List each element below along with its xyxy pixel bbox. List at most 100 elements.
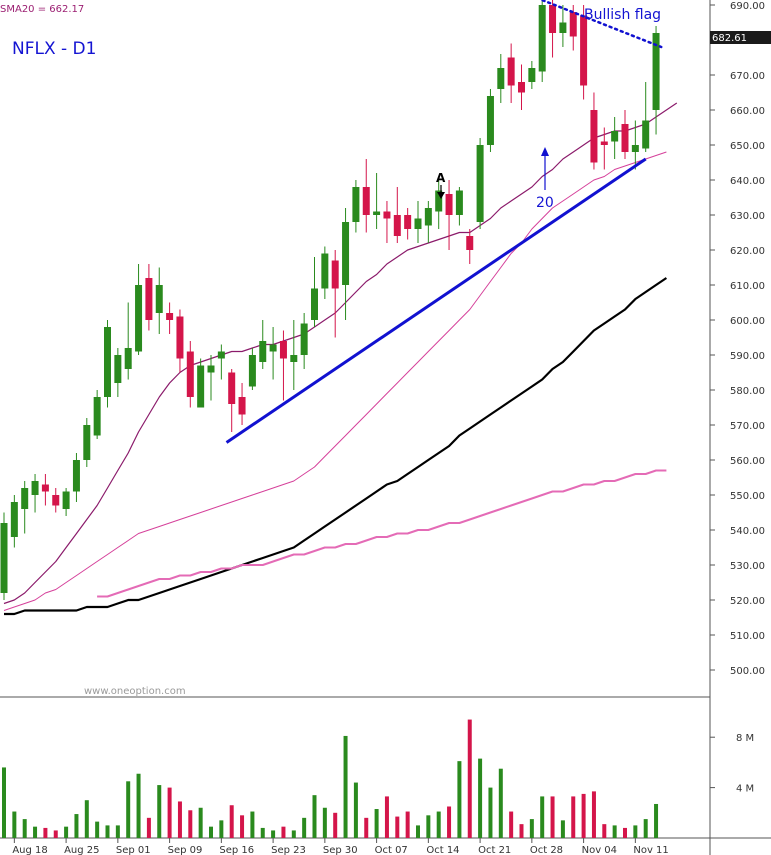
volume-bar [509, 811, 514, 838]
candle-body [559, 22, 567, 33]
volume-bar [64, 826, 69, 838]
x-tick-label: Aug 25 [64, 845, 99, 855]
x-tick-label: Aug 18 [12, 845, 47, 855]
moving-average-lines [3, 102, 678, 616]
candle-body [269, 344, 277, 352]
volume-bar [612, 825, 617, 838]
volume-bar [560, 820, 565, 838]
volume-bar [105, 825, 110, 838]
volume-bar [333, 812, 338, 838]
volume-bar [633, 825, 638, 838]
candle-body [145, 278, 153, 320]
volume-axis-ticks: 8 M 4 M [710, 733, 754, 795]
candle-body [197, 365, 205, 408]
volume-bar [571, 796, 576, 838]
candle-body [248, 355, 256, 387]
x-tick-label: Oct 07 [375, 845, 408, 855]
volume-bar [136, 773, 141, 838]
candle-body [414, 218, 422, 229]
candle-body [445, 194, 453, 215]
y-tick-label: 640.00 [730, 176, 765, 187]
candle-body [83, 425, 91, 460]
last-price-label: 682.61 [712, 33, 747, 44]
volume-tick-label: 8 M [736, 733, 754, 744]
volume-bar [478, 758, 483, 838]
volume-bar [22, 819, 27, 838]
candle-body [507, 57, 515, 86]
watermark: www.oneoption.com [84, 686, 186, 697]
twenty-arrow-head [541, 147, 549, 156]
volume-bars [2, 719, 659, 838]
volume-bar [12, 811, 17, 838]
volume-bar [291, 830, 296, 838]
bullish-flag-label: Bullish flag [584, 7, 661, 23]
candle-body [342, 222, 350, 285]
volume-bar [550, 796, 555, 838]
candle-body [569, 12, 577, 37]
volume-bar [115, 825, 120, 838]
candle-body [600, 141, 608, 145]
volume-bar [322, 807, 327, 838]
candle-body [155, 285, 163, 313]
volume-bar [271, 830, 276, 838]
volume-bar [426, 815, 431, 838]
candle-body [290, 355, 298, 362]
volume-bar [157, 785, 162, 838]
candle-body [590, 110, 598, 163]
candle-body [259, 341, 267, 362]
candle-body [362, 187, 370, 215]
volume-bar [353, 782, 358, 838]
candle-body [311, 288, 318, 320]
candle-body [104, 327, 111, 397]
candle-body [404, 215, 412, 229]
volume-bar [581, 793, 586, 838]
y-tick-label: 600.00 [730, 316, 765, 327]
volume-bar [198, 807, 203, 838]
y-tick-label: 550.00 [730, 491, 765, 502]
volume-bar [498, 768, 503, 838]
volume-bar [177, 801, 182, 838]
candle-body [207, 365, 215, 373]
volume-bar [405, 811, 410, 838]
candle-body [424, 208, 432, 226]
support-trendline [225, 157, 647, 444]
volume-bar [395, 816, 400, 838]
volume-bar [167, 787, 172, 838]
volume-bar [250, 811, 255, 838]
candle-body [435, 190, 443, 212]
volume-bar [654, 803, 659, 838]
candle-body [176, 316, 184, 359]
volume-bar [374, 809, 379, 838]
sma-label: SMA20 = 662.17 [0, 4, 84, 15]
volume-bar [95, 821, 100, 838]
volume-bar [643, 819, 648, 838]
candle-body [373, 211, 381, 215]
volume-bar [209, 826, 213, 838]
candle-body [300, 323, 308, 355]
volume-bar [74, 814, 79, 838]
volume-bar [312, 795, 317, 838]
volume-bar [53, 830, 58, 838]
chart-title: NFLX - D1 [12, 39, 96, 59]
candle-body [10, 502, 18, 537]
candle-body [217, 351, 225, 359]
volume-tick-label: 4 M [736, 784, 754, 795]
x-tick-label: Sep 01 [116, 845, 151, 855]
candle-body [518, 82, 525, 93]
candle-body [393, 215, 401, 236]
x-tick-label: Nov 04 [582, 845, 617, 855]
x-tick-label: Sep 30 [323, 845, 358, 855]
candle-body [611, 131, 619, 142]
candle-body [186, 351, 194, 397]
y-tick-label: 650.00 [730, 141, 765, 152]
volume-bar [591, 791, 596, 838]
y-tick-label: 630.00 [730, 211, 765, 222]
ma-line-1 [3, 151, 667, 611]
volume-bar [229, 805, 234, 838]
volume-bar [343, 735, 348, 838]
y-tick-label: 500.00 [730, 666, 765, 677]
candle-body [124, 348, 132, 369]
a-marker-label: A [436, 171, 446, 185]
y-tick-label: 530.00 [730, 561, 765, 572]
